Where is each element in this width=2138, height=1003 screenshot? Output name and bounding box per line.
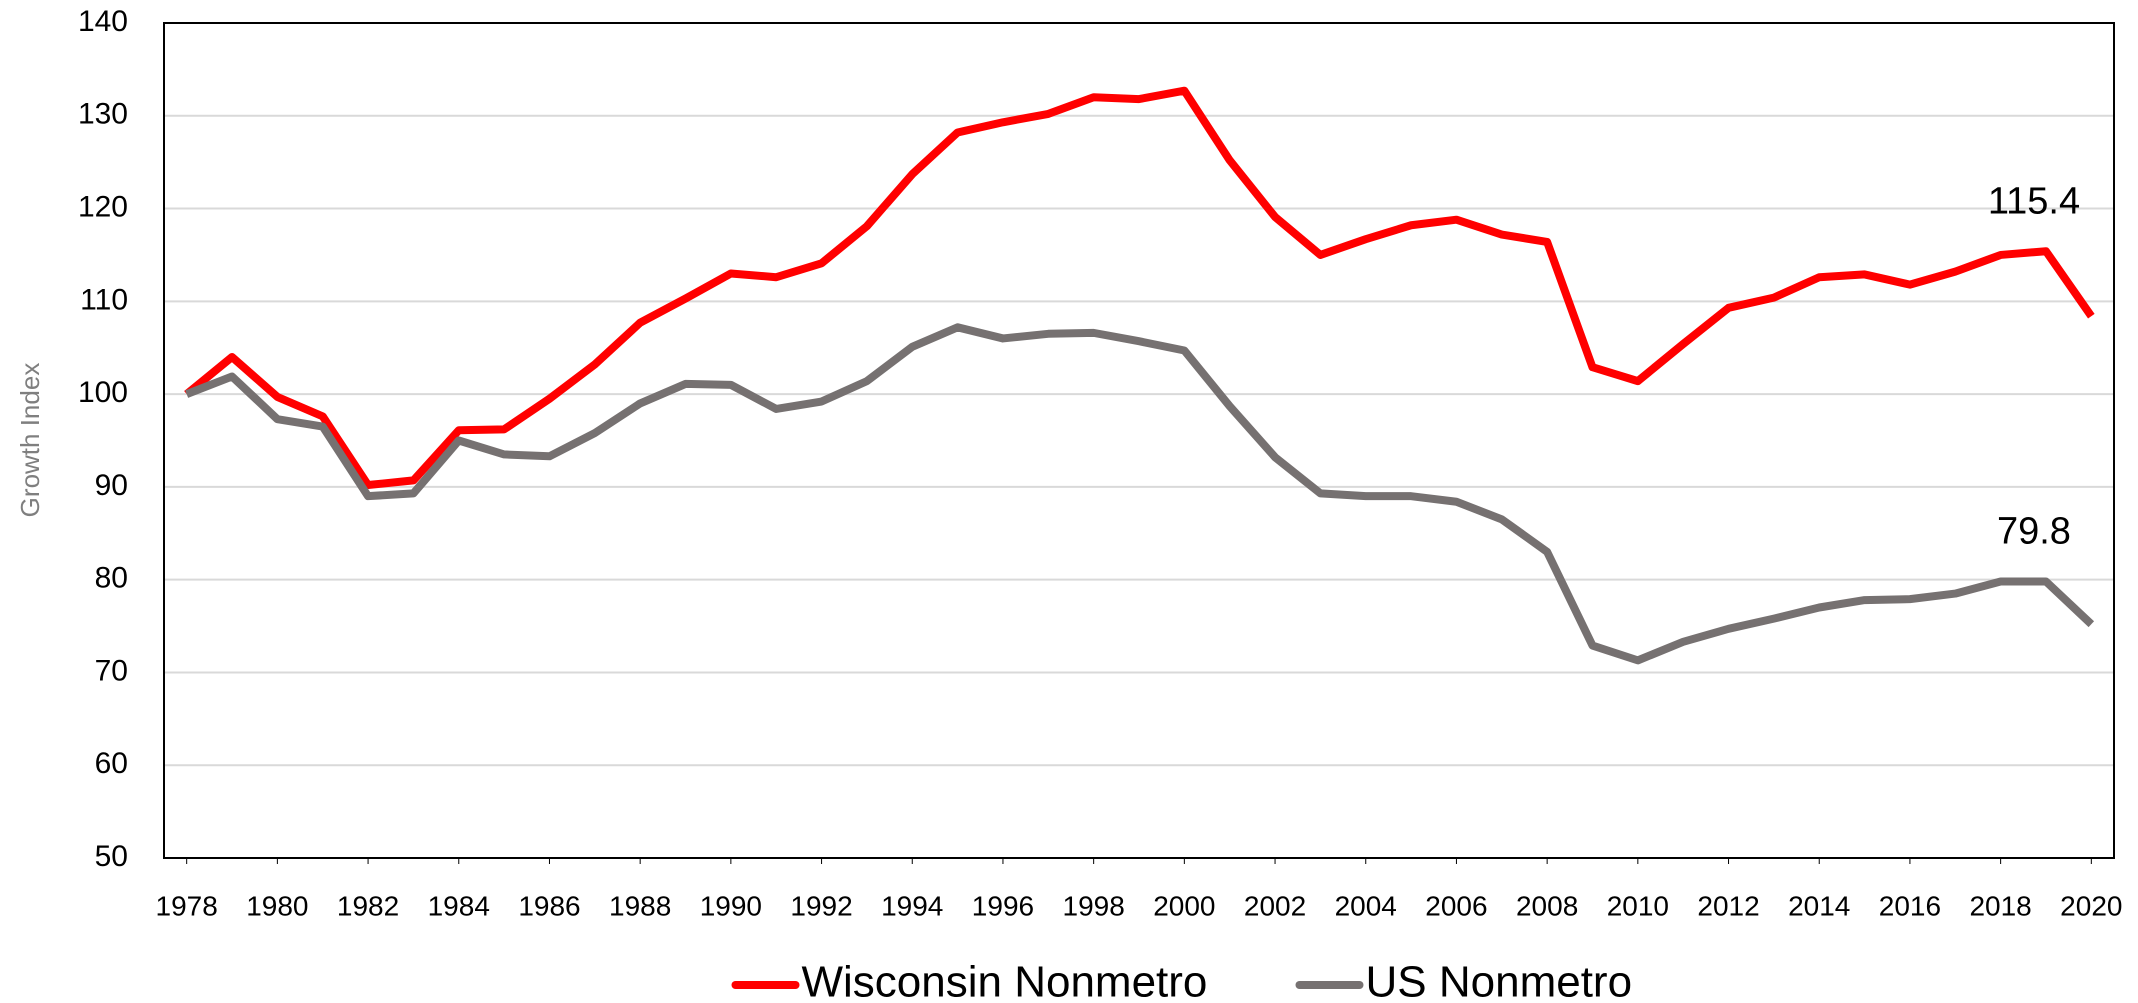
x-tick-label: 1994 — [881, 890, 943, 921]
x-tick-label: 2008 — [1516, 890, 1578, 921]
x-tick-label: 1986 — [518, 890, 580, 921]
x-tick-label: 1982 — [337, 890, 399, 921]
x-tick-label: 1978 — [156, 890, 218, 921]
series-line — [185, 323, 2095, 665]
y-tick-label: 120 — [78, 190, 128, 223]
y-tick-label: 70 — [95, 654, 128, 687]
y-tick-label: 140 — [78, 5, 128, 38]
y-tick-label: 80 — [95, 562, 128, 595]
legend-label: Wisconsin Nonmetro — [802, 958, 1208, 1003]
x-tick-label: 1990 — [700, 890, 762, 921]
x-tick-label: 2006 — [1425, 890, 1487, 921]
plot-frame — [163, 22, 2115, 859]
y-tick-label: 110 — [80, 283, 128, 316]
x-tick-label: 1998 — [1063, 890, 1125, 921]
y-tick-label: 90 — [95, 469, 128, 502]
x-tick-label: 2018 — [1969, 890, 2031, 921]
y-tick-label: 60 — [95, 747, 128, 780]
x-tick-label: 2020 — [2060, 890, 2122, 921]
y-tick-label: 50 — [95, 840, 128, 873]
x-tick-label: 1996 — [972, 890, 1034, 921]
x-tick-label: 1984 — [428, 890, 490, 921]
x-tick-label: 2002 — [1244, 890, 1306, 921]
x-tick-label: 1992 — [790, 890, 852, 921]
x-tick-label: 2012 — [1697, 890, 1759, 921]
y-axis-label: Growth Index — [15, 363, 45, 518]
x-tick-label: 1980 — [246, 890, 308, 921]
x-tick-label: 2014 — [1788, 890, 1850, 921]
y-tick-label: 130 — [78, 98, 128, 131]
data-label: 115.4 — [1988, 180, 2080, 222]
legend-label: US Nonmetro — [1366, 958, 1633, 1003]
series-line — [184, 86, 2095, 490]
data-label: 79.8 — [1997, 511, 2071, 553]
x-tick-label: 2000 — [1153, 890, 1215, 921]
x-tick-label: 1988 — [609, 890, 671, 921]
x-tick-label: 2004 — [1335, 890, 1397, 921]
x-tick-label: 2016 — [1879, 890, 1941, 921]
y-tick-label: 100 — [78, 376, 128, 409]
x-tick-label: 2010 — [1607, 890, 1669, 921]
